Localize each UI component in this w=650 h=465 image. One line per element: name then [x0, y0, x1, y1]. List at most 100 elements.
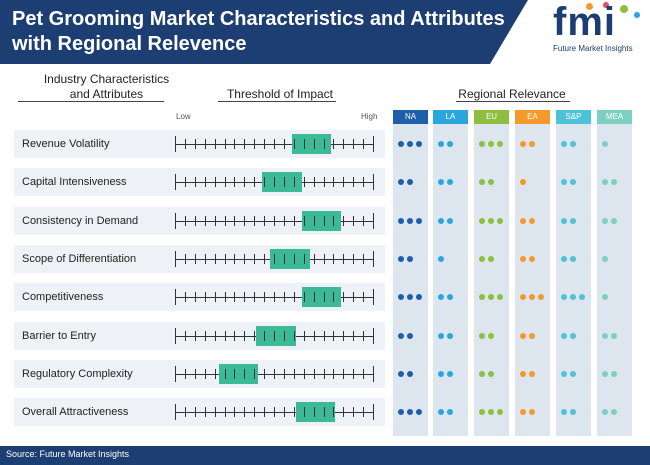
scale-tick — [215, 407, 216, 417]
relevance-dot — [479, 294, 485, 300]
relevance-dot — [488, 179, 494, 185]
scale-tick — [274, 216, 275, 226]
scale-tick — [353, 254, 354, 264]
scale-tick — [343, 254, 344, 264]
row-label: Scope of Differentiation — [22, 253, 137, 265]
scale-tick — [284, 292, 285, 302]
relevance-dot — [488, 218, 494, 224]
scale-tick — [333, 177, 334, 187]
scale-tick — [234, 407, 235, 417]
relevance-dot — [438, 141, 444, 147]
scale-tick — [373, 213, 374, 229]
row-label: Revenue Volatility — [22, 138, 110, 150]
scale-tick — [294, 216, 295, 226]
scale-tick — [363, 139, 364, 149]
scale-tick — [254, 216, 255, 226]
relevance-dot — [561, 141, 567, 147]
row-label: Capital Intensiveness — [22, 176, 127, 188]
scale-tick — [284, 254, 285, 264]
scale-tick — [225, 292, 226, 302]
scale-tick — [195, 292, 196, 302]
scale-tick — [284, 139, 285, 149]
scale-tick — [284, 407, 285, 417]
scale-tick — [205, 331, 206, 341]
scale-tick — [324, 369, 325, 379]
relevance-dot — [520, 409, 526, 415]
relevance-dot — [561, 333, 567, 339]
scale-tick — [234, 177, 235, 187]
relevance-dot — [520, 371, 526, 377]
scale-tick — [304, 292, 305, 302]
scale-tick — [324, 292, 325, 302]
scale-tick — [343, 216, 344, 226]
relevance-dot — [398, 371, 404, 377]
scale-tick — [353, 331, 354, 341]
relevance-dot — [529, 371, 535, 377]
relevance-dot — [407, 371, 413, 377]
relevance-dot — [497, 409, 503, 415]
region-column-ea — [515, 124, 550, 436]
row-label: Consistency in Demand — [22, 215, 139, 227]
impact-range-box — [270, 249, 310, 269]
scale-tick — [215, 331, 216, 341]
scale-tick — [215, 254, 216, 264]
scale-tick — [225, 216, 226, 226]
scale-tick — [195, 407, 196, 417]
region-badge: EU — [474, 110, 509, 124]
relevance-dot — [529, 141, 535, 147]
scale-tick — [373, 174, 374, 190]
relevance-dot — [602, 179, 608, 185]
scale-tick — [205, 292, 206, 302]
relevance-dot — [407, 333, 413, 339]
relevance-dot — [438, 333, 444, 339]
row-label: Regulatory Complexity — [22, 368, 133, 380]
scale-tick — [264, 369, 265, 379]
relevance-dot — [561, 294, 567, 300]
region-column-la — [433, 124, 468, 436]
scale-tick — [244, 407, 245, 417]
relevance-dot — [520, 218, 526, 224]
scale-tick — [324, 407, 325, 417]
scale-tick — [205, 254, 206, 264]
relevance-dot — [447, 409, 453, 415]
relevance-dot — [570, 141, 576, 147]
scale-tick — [254, 407, 255, 417]
scale-tick — [363, 369, 364, 379]
threshold-header-underline — [218, 101, 336, 102]
relevance-dot — [398, 218, 404, 224]
scale-tick — [353, 216, 354, 226]
relevance-dot — [570, 256, 576, 262]
relevance-dot — [438, 294, 444, 300]
scale-tick — [304, 369, 305, 379]
scale-tick — [175, 251, 176, 267]
relevance-dot — [398, 294, 404, 300]
relevance-dot — [529, 409, 535, 415]
scale-tick — [363, 407, 364, 417]
scale-tick — [373, 404, 374, 420]
scale-tick — [294, 139, 295, 149]
relevance-dot — [398, 409, 404, 415]
relevance-dot — [407, 179, 413, 185]
relevance-dot — [488, 409, 494, 415]
scale-low-label: Low — [176, 112, 191, 121]
relevance-dot — [488, 371, 494, 377]
scale-tick — [175, 174, 176, 190]
scale-tick — [373, 328, 374, 344]
scale-tick — [195, 216, 196, 226]
scale-tick — [314, 331, 315, 341]
scale-tick — [314, 407, 315, 417]
relevance-dot — [529, 294, 535, 300]
scale-tick — [294, 407, 295, 417]
region-column-na — [393, 124, 428, 436]
relevance-dot — [488, 333, 494, 339]
scale-tick — [274, 177, 275, 187]
impact-range-box — [256, 326, 296, 346]
source-note: Source: Future Market Insights — [6, 449, 130, 459]
relevance-dot — [407, 218, 413, 224]
scale-tick — [343, 139, 344, 149]
relevance-dot — [398, 141, 404, 147]
scale-tick — [244, 139, 245, 149]
scale-tick — [333, 407, 334, 417]
scale-tick — [175, 404, 176, 420]
relevance-dot — [570, 371, 576, 377]
